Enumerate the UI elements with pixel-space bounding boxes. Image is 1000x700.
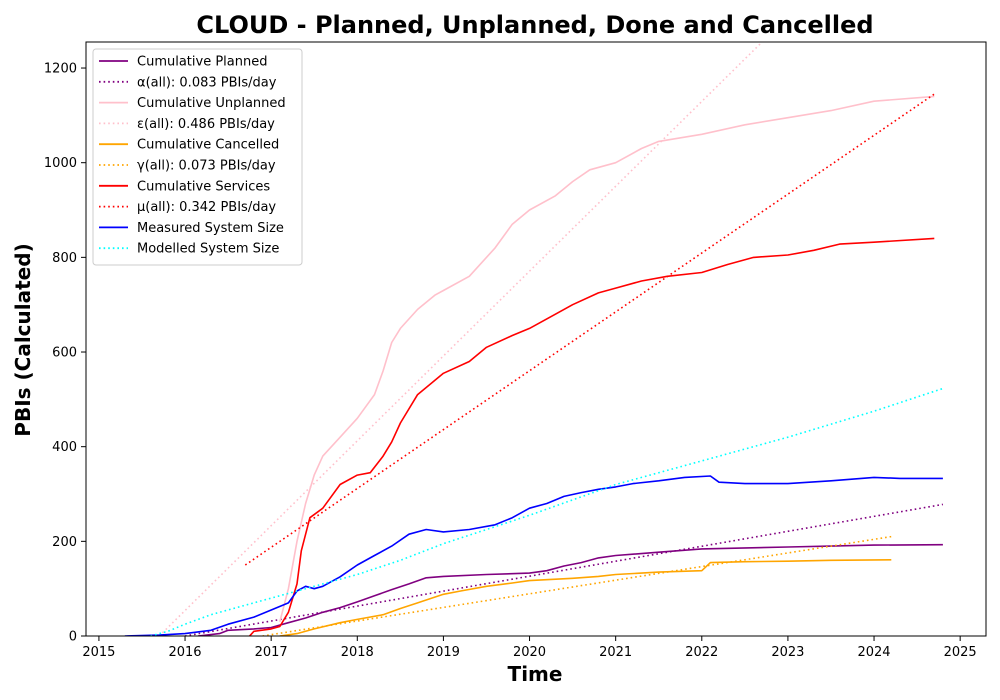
legend-label-7: μ(all): 0.342 PBIs/day: [137, 200, 276, 215]
y-tick-label-1: 200: [52, 535, 77, 550]
x-tick-label-2: 2017: [255, 645, 288, 660]
x-tick-label-1: 2016: [168, 645, 201, 660]
y-axis-title: PBIs (Calculated): [11, 243, 35, 436]
series-line-7: [245, 94, 934, 565]
x-tick-label-7: 2022: [685, 645, 718, 660]
x-tick-label-6: 2021: [599, 645, 632, 660]
x-tick-label-10: 2025: [944, 645, 977, 660]
legend-label-4: Cumulative Cancelled: [137, 138, 279, 153]
y-tick-label-2: 400: [52, 440, 77, 455]
x-tick-label-4: 2019: [427, 645, 460, 660]
x-axis: 2015 2016 2017 2018 2019 2020 2021 2022 2023 2024…: [82, 636, 976, 660]
legend-label-6: Cumulative Services: [137, 179, 270, 194]
series-line-4: [280, 560, 892, 636]
series-line-0: [198, 545, 943, 636]
y-tick-label-3: 600: [52, 346, 77, 361]
x-tick-label-8: 2023: [771, 645, 804, 660]
legend-label-8: Measured System Size: [137, 221, 284, 236]
y-tick-label-5: 1000: [44, 156, 77, 171]
legend-label-9: Modelled System Size: [137, 242, 279, 257]
y-tick-label-4: 800: [52, 251, 77, 266]
legend-label-2: Cumulative Unplanned: [137, 96, 286, 111]
x-tick-label-5: 2020: [513, 645, 546, 660]
series-line-5: [263, 537, 892, 636]
chart-title: CLOUD - Planned, Unplanned, Done and Can…: [196, 11, 873, 39]
x-tick-label-9: 2024: [857, 645, 890, 660]
y-axis: 0 200 400 600 800 1000 1200: [44, 62, 86, 645]
series-line-8: [125, 476, 943, 636]
legend-label-3: ε(all): 0.486 PBIs/day: [137, 117, 275, 132]
y-tick-label-0: 0: [69, 630, 77, 645]
legend: Cumulative Planned α(all): 0.083 PBIs/day…: [93, 49, 302, 265]
series-line-2: [280, 96, 935, 621]
x-tick-label-0: 2015: [82, 645, 115, 660]
legend-label-1: α(all): 0.083 PBIs/day: [137, 75, 277, 90]
y-tick-label-6: 1200: [44, 62, 77, 77]
x-axis-title: Time: [508, 662, 563, 686]
legend-label-0: Cumulative Planned: [137, 55, 267, 70]
x-tick-label-3: 2018: [341, 645, 374, 660]
series-line-9: [151, 389, 943, 637]
legend-label-5: γ(all): 0.073 PBIs/day: [137, 159, 276, 174]
